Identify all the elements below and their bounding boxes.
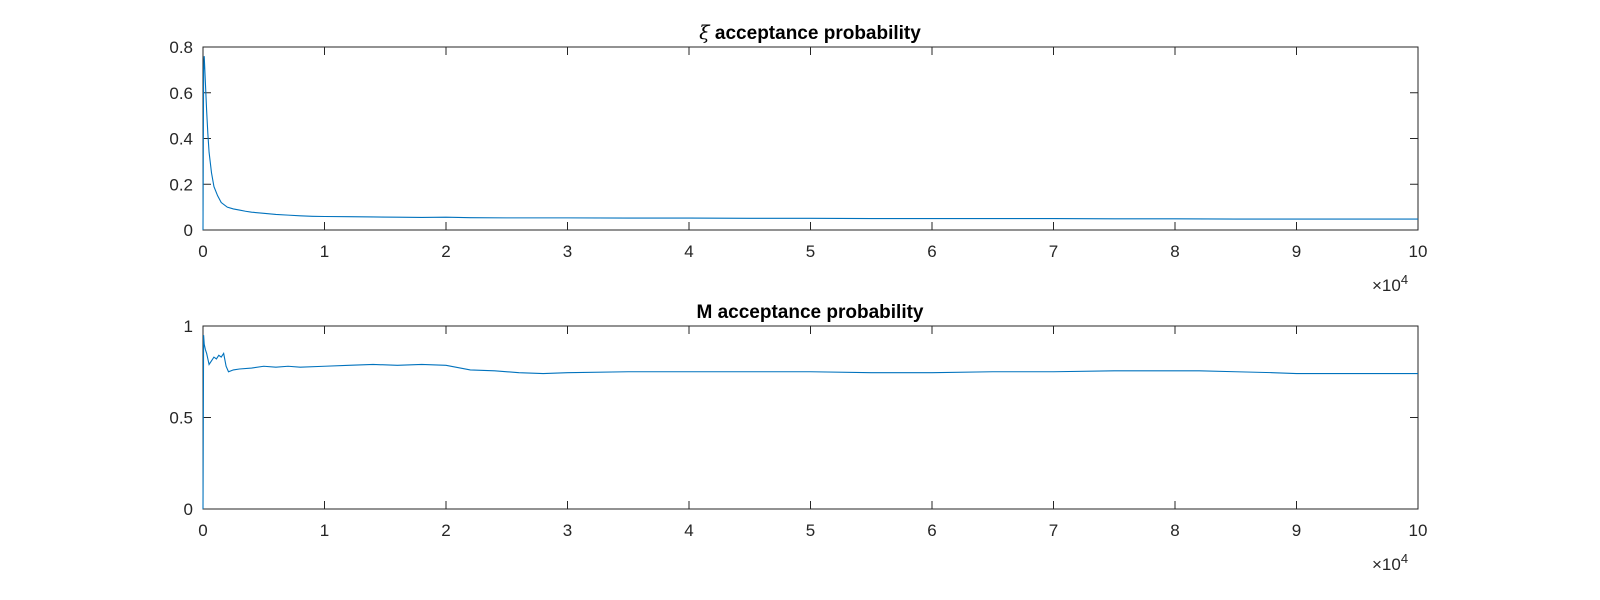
xi-xtick-label-9: 9	[1292, 242, 1301, 261]
m-tick-labels: 0 1 2 3 4 5 6 7 8 9 10 0 0.5 1	[169, 317, 1427, 540]
m-xtick-label-3: 3	[563, 521, 572, 540]
m-xtick-label-0: 0	[198, 521, 207, 540]
xi-panel-title: ξ acceptance probability	[699, 22, 921, 44]
m-x-multiplier-exponent: 4	[1401, 551, 1408, 566]
xi-ytick-label-2: 0.4	[169, 130, 193, 149]
xi-acceptance-panel: ξ acceptance probability 0 1 2 3 4 5 6 7 8 9 10 0 0.…	[169, 22, 1427, 295]
xi-x-multiplier: ×104	[1372, 272, 1408, 295]
xi-series	[202, 56, 1418, 231]
m-ytick-label-2: 1	[184, 317, 193, 336]
xi-ytick-label-1: 0.2	[169, 175, 193, 194]
m-ytick-label-0: 0	[184, 500, 193, 519]
m-xtick-label-10: 10	[1409, 521, 1428, 540]
xi-series-line-0	[202, 56, 1418, 231]
xi-ytick-label-0: 0	[184, 221, 193, 240]
xi-x-multiplier-base: ×10	[1372, 276, 1401, 295]
m-axes-box	[202, 325, 1419, 510]
xi-xtick-label-10: 10	[1409, 242, 1428, 261]
xi-xtick-label-5: 5	[806, 242, 815, 261]
xi-tick-labels: 0 1 2 3 4 5 6 7 8 9 10 0 0.2 0.4 0.6 0.8	[169, 38, 1427, 261]
m-xtick-label-5: 5	[806, 521, 815, 540]
m-x-multiplier: ×104	[1372, 551, 1408, 574]
m-series-line-0	[202, 335, 1418, 510]
xi-xtick-label-3: 3	[563, 242, 572, 261]
m-xtick-label-2: 2	[441, 521, 450, 540]
xi-title-symbol: ξ	[699, 22, 711, 44]
xi-axes-box	[202, 46, 1419, 231]
xi-xtick-label-6: 6	[927, 242, 936, 261]
m-xtick-label-8: 8	[1170, 521, 1179, 540]
xi-ticks	[202, 46, 1419, 231]
m-panel-title: M acceptance probability	[696, 302, 923, 323]
m-xtick-label-4: 4	[684, 521, 693, 540]
xi-xtick-label-0: 0	[198, 242, 207, 261]
xi-xtick-label-4: 4	[684, 242, 693, 261]
m-xtick-label-9: 9	[1292, 521, 1301, 540]
m-xtick-label-1: 1	[320, 521, 329, 540]
m-xtick-label-7: 7	[1049, 521, 1058, 540]
m-xtick-label-6: 6	[927, 521, 936, 540]
xi-xtick-label-7: 7	[1049, 242, 1058, 261]
m-series	[202, 335, 1418, 510]
m-acceptance-panel: M acceptance probability 0 1 2 3 4 5 6 7 8 9 10 0 0.…	[169, 302, 1427, 574]
xi-title-text: acceptance probability	[715, 23, 921, 44]
xi-xtick-label-2: 2	[441, 242, 450, 261]
xi-ytick-label-3: 0.6	[169, 84, 193, 103]
m-ytick-label-1: 0.5	[169, 409, 193, 428]
xi-xtick-label-8: 8	[1170, 242, 1179, 261]
xi-xtick-label-1: 1	[320, 242, 329, 261]
m-x-multiplier-base: ×10	[1372, 555, 1401, 574]
xi-ytick-label-4: 0.8	[169, 38, 193, 57]
xi-x-multiplier-exponent: 4	[1401, 272, 1408, 287]
